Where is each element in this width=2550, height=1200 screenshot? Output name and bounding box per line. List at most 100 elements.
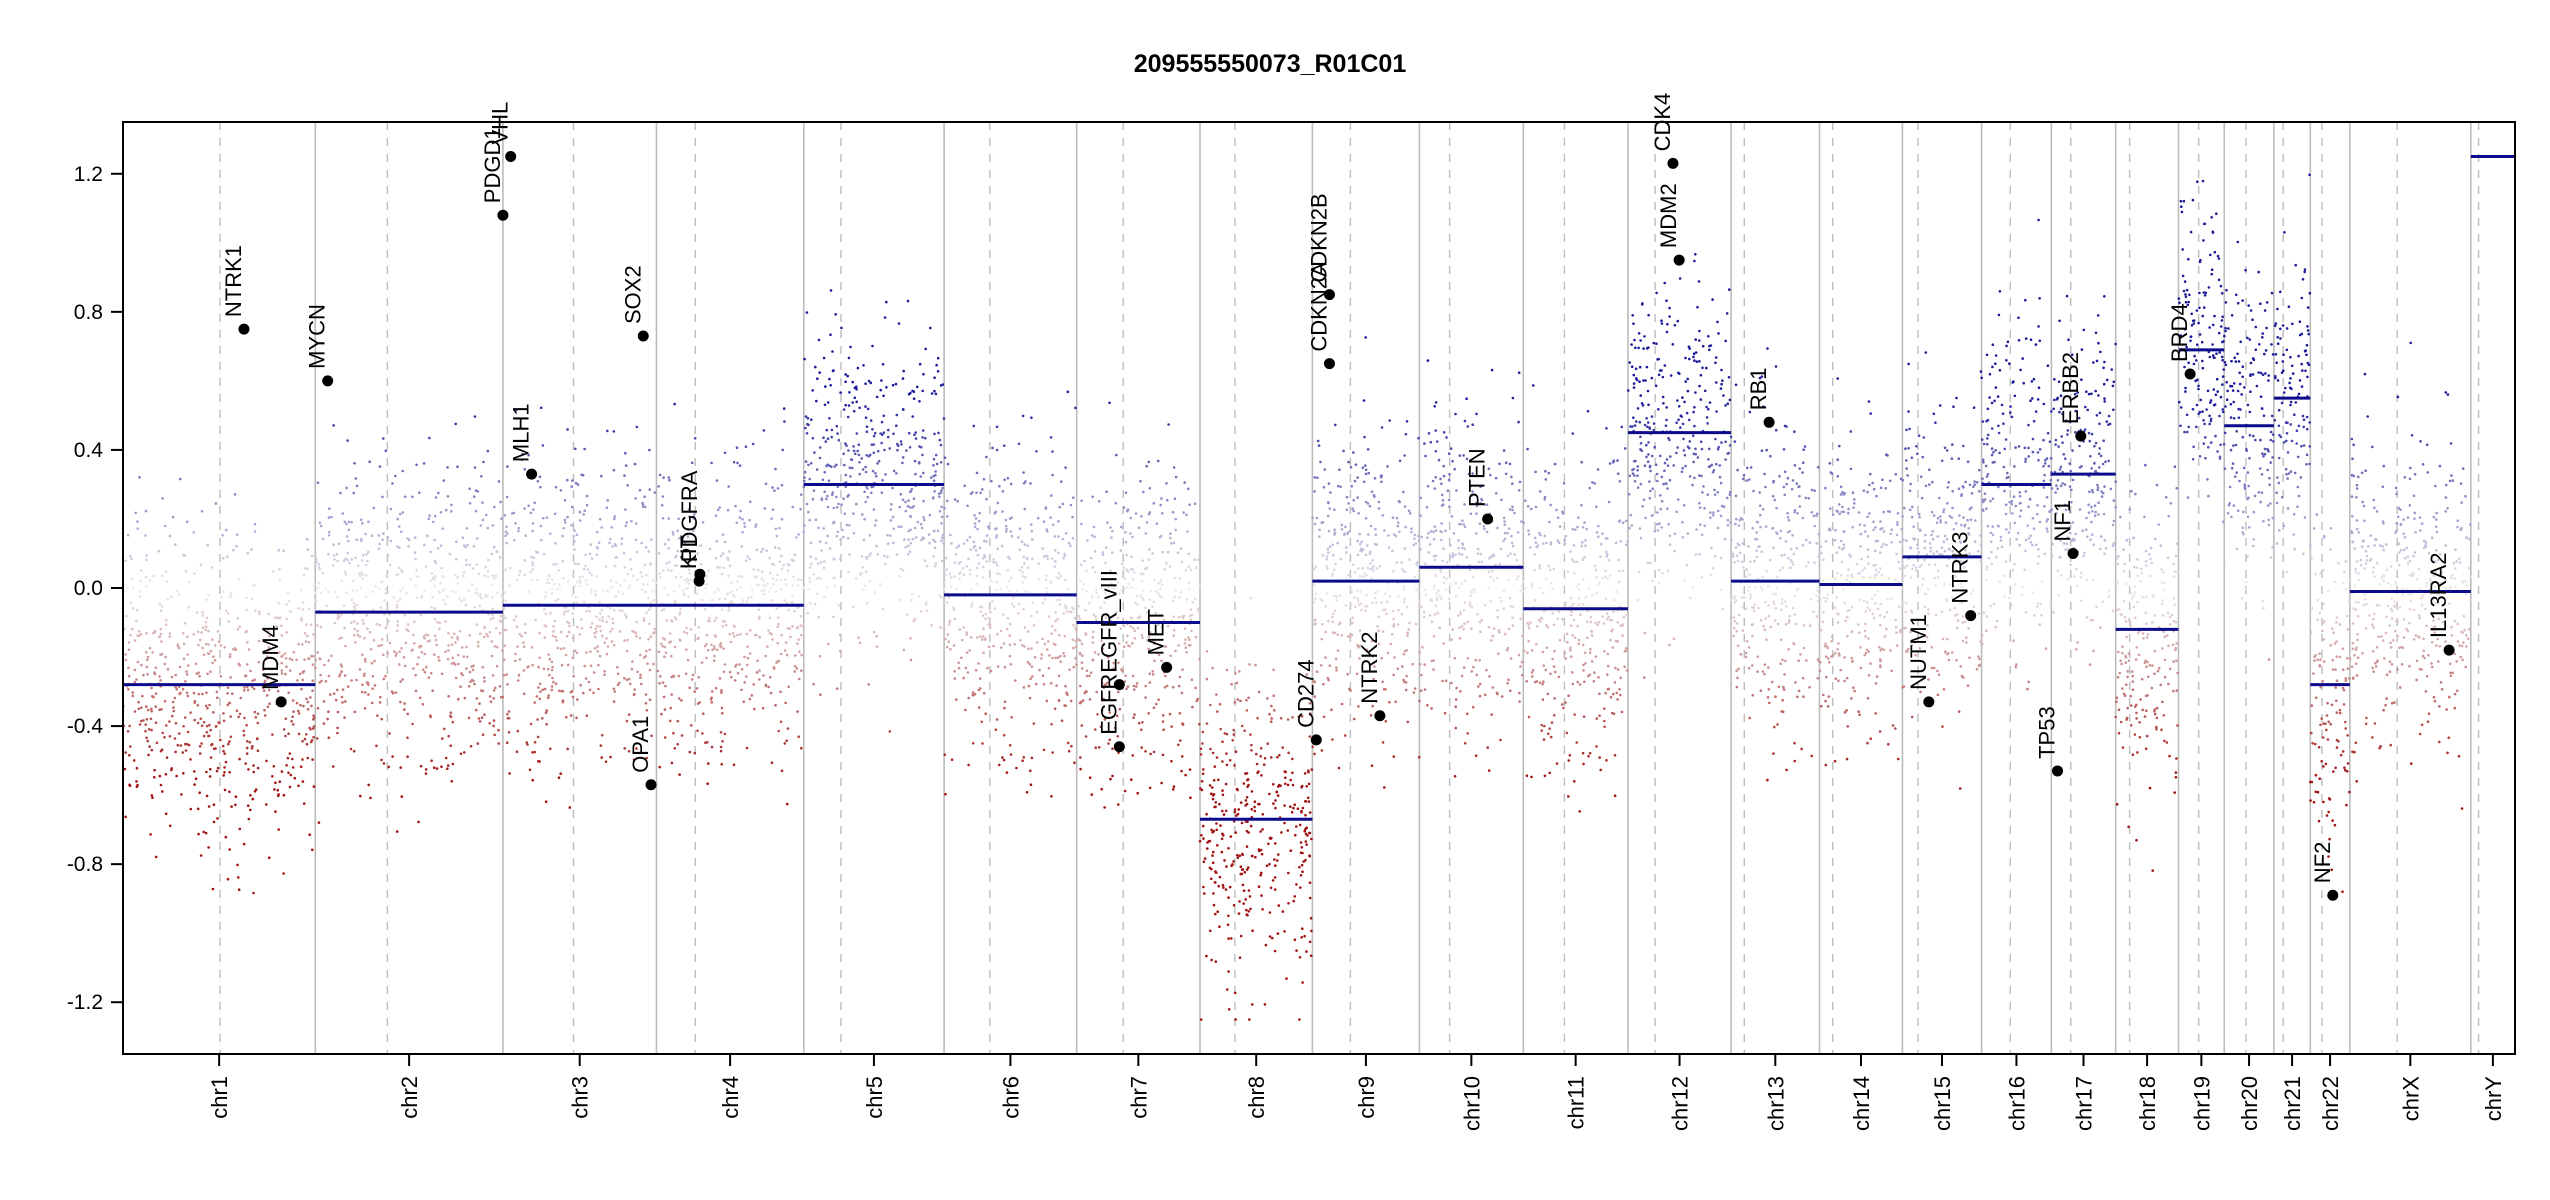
- probe-point: [539, 485, 542, 489]
- probe-point: [1208, 866, 1212, 870]
- probe-point: [1538, 566, 1542, 570]
- probe-point: [221, 557, 225, 560]
- probe-point: [1497, 652, 1500, 656]
- probe-point: [526, 743, 529, 746]
- probe-point: [933, 565, 937, 568]
- probe-point: [280, 634, 284, 637]
- probe-point: [776, 641, 779, 645]
- probe-point: [287, 599, 291, 603]
- probe-point: [419, 614, 423, 617]
- probe-point: [1618, 480, 1622, 483]
- probe-point: [1301, 806, 1305, 810]
- probe-point: [501, 649, 504, 652]
- probe-point: [740, 545, 743, 548]
- probe-point: [1488, 675, 1491, 678]
- probe-point: [216, 766, 220, 770]
- probe-point: [919, 445, 923, 449]
- probe-point: [1046, 557, 1050, 561]
- probe-point: [996, 632, 999, 636]
- probe-point: [781, 448, 784, 452]
- probe-point: [1182, 511, 1185, 514]
- probe-point: [308, 608, 311, 611]
- probe-point: [576, 698, 579, 701]
- probe-point: [555, 639, 559, 642]
- probe-point: [350, 679, 353, 682]
- probe-point: [297, 642, 301, 646]
- probe-point: [1351, 621, 1354, 625]
- probe-point: [1260, 774, 1263, 777]
- probe-point: [831, 491, 834, 494]
- probe-point: [871, 469, 875, 473]
- probe-point: [535, 550, 538, 554]
- probe-point: [1233, 991, 1237, 995]
- probe-point: [713, 654, 716, 658]
- probe-point: [1423, 688, 1427, 691]
- probe-point: [975, 491, 978, 495]
- probe-point: [1133, 636, 1136, 640]
- probe-point: [238, 625, 241, 629]
- probe-point: [506, 683, 509, 686]
- probe-point: [1417, 539, 1421, 542]
- probe-point: [1160, 781, 1163, 785]
- probe-point: [1077, 605, 1080, 608]
- probe-point: [537, 686, 540, 689]
- probe-point: [867, 455, 871, 458]
- probe-point: [563, 499, 567, 502]
- probe-point: [996, 547, 999, 551]
- probe-point: [982, 635, 985, 638]
- probe-point: [228, 771, 231, 774]
- probe-point: [229, 715, 232, 718]
- probe-point: [1259, 747, 1263, 750]
- probe-point: [547, 653, 550, 656]
- probe-point: [1217, 778, 1220, 782]
- probe-point: [336, 710, 340, 714]
- probe-point: [898, 598, 902, 601]
- probe-point: [680, 575, 683, 579]
- probe-point: [1047, 640, 1050, 643]
- probe-point: [1137, 721, 1141, 725]
- probe-point: [293, 776, 297, 780]
- probe-point: [831, 576, 835, 580]
- probe-point: [1430, 707, 1433, 710]
- probe-point: [817, 615, 820, 619]
- probe-point: [862, 364, 865, 367]
- probe-point: [761, 706, 765, 710]
- probe-point: [561, 534, 564, 538]
- probe-point: [653, 627, 656, 631]
- probe-point: [736, 580, 739, 583]
- probe-point: [1475, 532, 1478, 535]
- probe-point: [1522, 649, 1526, 653]
- probe-point: [1004, 524, 1008, 528]
- probe-point: [1577, 638, 1581, 642]
- probe-point: [1356, 539, 1359, 543]
- probe-point: [387, 620, 390, 623]
- probe-point: [1463, 742, 1467, 745]
- probe-point: [978, 511, 981, 515]
- probe-point: [1359, 602, 1363, 605]
- probe-point: [358, 574, 362, 577]
- probe-point: [933, 540, 937, 544]
- probe-point: [903, 538, 906, 541]
- probe-point: [338, 615, 341, 619]
- probe-point: [516, 645, 519, 648]
- probe-point: [600, 608, 604, 612]
- probe-point: [1144, 696, 1147, 699]
- probe-point: [1190, 613, 1194, 617]
- probe-point: [299, 588, 303, 591]
- probe-point: [858, 461, 861, 464]
- probe-point: [281, 654, 285, 657]
- probe-point: [1208, 784, 1212, 787]
- probe-point: [432, 766, 436, 769]
- probe-point: [783, 649, 787, 652]
- probe-point: [1313, 623, 1316, 626]
- probe-point: [236, 617, 239, 620]
- probe-point: [585, 583, 589, 586]
- probe-point: [736, 633, 739, 637]
- probe-point: [291, 766, 295, 769]
- probe-point: [1426, 484, 1430, 488]
- probe-point: [548, 673, 551, 677]
- probe-point: [1496, 615, 1499, 619]
- probe-point: [1264, 943, 1268, 947]
- probe-point: [200, 742, 203, 745]
- probe-point: [952, 608, 956, 612]
